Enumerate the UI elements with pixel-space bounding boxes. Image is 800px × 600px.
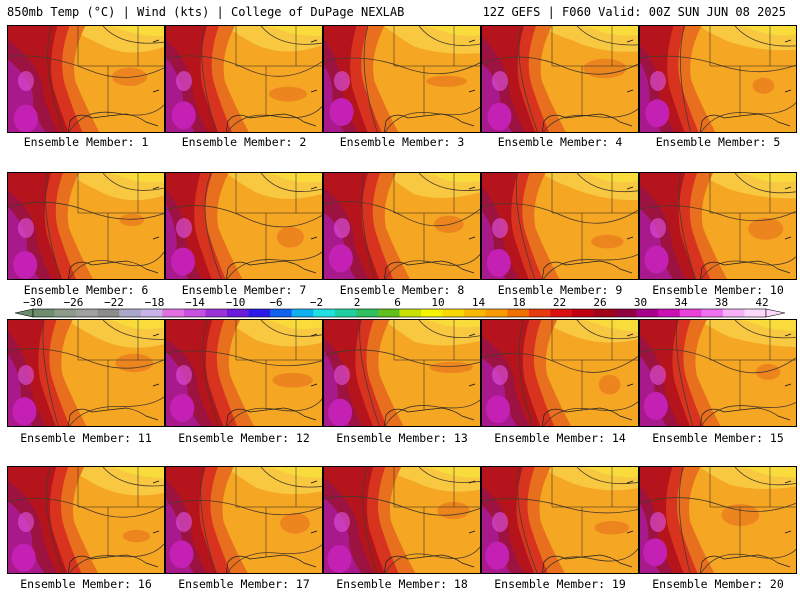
colorbar-tick-label: 42 (755, 296, 769, 309)
colorbar-swatch (722, 309, 745, 317)
colorbar-swatch (248, 309, 271, 317)
colorbar-tick-label: −6 (269, 296, 283, 309)
ensemble-member-map (7, 319, 165, 427)
ensemble-member-label: Ensemble Member: 6 (23, 283, 149, 297)
colorbar-tick-label: 6 (394, 296, 401, 309)
ensemble-member-map (481, 172, 639, 280)
ensemble-member-label: Ensemble Member: 15 (652, 431, 784, 445)
colorbar-swatch (528, 309, 551, 317)
colorbar-swatch (658, 309, 681, 317)
colorbar-swatch (615, 309, 637, 317)
colorbar-swatch (33, 309, 55, 317)
ensemble-member-label: Ensemble Member: 4 (497, 135, 623, 149)
colorbar-swatch (744, 309, 767, 317)
colorbar-tick-label: 10 (431, 296, 445, 309)
ensemble-member-map (7, 172, 165, 280)
colorbar-swatch (334, 309, 357, 317)
colorbar-swatch (636, 309, 659, 317)
ensemble-member-label: Ensemble Member: 1 (23, 135, 149, 149)
ensemble-member-map (639, 319, 797, 427)
colorbar-swatch (313, 309, 336, 317)
colorbar-low-arrow (14, 308, 34, 318)
colorbar-swatch (140, 309, 163, 317)
ensemble-member-label: Ensemble Member: 11 (20, 431, 152, 445)
ensemble-member-map (639, 25, 797, 133)
ensemble-member-map (639, 172, 797, 280)
ensemble-member-map (481, 319, 639, 427)
ensemble-member-label: Ensemble Member: 14 (494, 431, 626, 445)
ensemble-member-label: Ensemble Member: 2 (181, 135, 307, 149)
colorbar-tick-label: −22 (104, 296, 124, 309)
colorbar-swatch (571, 309, 594, 317)
ensemble-member-label: Ensemble Member: 20 (652, 577, 784, 591)
colorbar-swatch (97, 309, 120, 317)
ensemble-member-map (323, 25, 481, 133)
ensemble-member-label: Ensemble Member: 16 (20, 577, 152, 591)
ensemble-member-label: Ensemble Member: 10 (652, 283, 784, 297)
colorbar-tick-label: −30 (23, 296, 43, 309)
colorbar-swatch (377, 309, 400, 317)
ensemble-member-map (481, 466, 639, 574)
colorbar-tick-label: 34 (674, 296, 688, 309)
colorbar-swatch (76, 309, 98, 317)
ensemble-member-label: Ensemble Member: 17 (178, 577, 310, 591)
ensemble-member-map (165, 172, 323, 280)
ensemble-member-label: Ensemble Member: 19 (494, 577, 626, 591)
ensemble-member-map (165, 466, 323, 574)
header-run-info: 12Z GEFS | F060 Valid: 00Z SUN JUN 08 20… (482, 5, 786, 19)
colorbar-swatch (442, 309, 465, 317)
ensemble-member-map (481, 25, 639, 133)
colorbar-swatch (270, 309, 293, 317)
ensemble-member-map (7, 466, 165, 574)
ensemble-member-label: Ensemble Member: 7 (181, 283, 307, 297)
colorbar-swatch (550, 309, 573, 317)
colorbar-tick-label: −18 (144, 296, 165, 309)
ensemble-member-map (639, 466, 797, 574)
colorbar-tick-label: 26 (593, 296, 607, 309)
colorbar-tick-label: 22 (552, 296, 567, 309)
colorbar-tick-label: −14 (185, 296, 205, 309)
ensemble-member-label: Ensemble Member: 8 (339, 283, 465, 297)
ensemble-member-label: Ensemble Member: 12 (178, 431, 310, 445)
colorbar-tick-label: −26 (63, 296, 84, 309)
colorbar-swatch (593, 309, 616, 317)
colorbar-swatch (701, 309, 724, 317)
colorbar-swatch (356, 309, 379, 317)
ensemble-member-map (323, 172, 481, 280)
ensemble-member-label: Ensemble Member: 9 (497, 283, 623, 297)
header-title: 850mb Temp (°C) | Wind (kts) | College o… (7, 5, 405, 19)
colorbar-tick-label: −2 (309, 296, 324, 309)
temperature-colorbar: −30 −26 −22 −18 −14 −10 −6 −2 2 6 10 14 18 22 26 30 34 38… (0, 296, 800, 322)
colorbar-swatch (119, 309, 142, 317)
colorbar-tick-label: 2 (353, 296, 361, 309)
ensemble-member-map (323, 466, 481, 574)
colorbar-swatch (399, 309, 422, 317)
colorbar-swatch (205, 309, 228, 317)
colorbar-tick-label: 14 (471, 296, 486, 309)
colorbar-tick-label: −10 (225, 296, 246, 309)
colorbar-high-arrow (765, 308, 786, 318)
colorbar-swatch (162, 309, 185, 317)
ensemble-member-map (165, 319, 323, 427)
colorbar-swatch (183, 309, 206, 317)
colorbar-swatch (54, 309, 77, 317)
colorbar-swatch (464, 309, 487, 317)
colorbar-swatches (14, 308, 786, 318)
ensemble-member-label: Ensemble Member: 18 (336, 577, 468, 591)
ensemble-member-map (323, 319, 481, 427)
colorbar-tick-label: 18 (512, 296, 526, 309)
ensemble-member-label: Ensemble Member: 3 (339, 135, 465, 149)
colorbar-swatch (679, 309, 702, 317)
ensemble-member-label: Ensemble Member: 13 (336, 431, 468, 445)
ensemble-member-label: Ensemble Member: 5 (655, 135, 781, 149)
colorbar-swatch (291, 309, 314, 317)
ensemble-member-map (165, 25, 323, 133)
colorbar-swatch (227, 309, 249, 317)
ensemble-member-map (7, 25, 165, 133)
colorbar-tick-label: 38 (714, 296, 729, 309)
colorbar-swatch (507, 309, 530, 317)
colorbar-swatch (421, 309, 443, 317)
colorbar-swatch (485, 309, 508, 317)
colorbar-tick-label: 30 (633, 296, 648, 309)
